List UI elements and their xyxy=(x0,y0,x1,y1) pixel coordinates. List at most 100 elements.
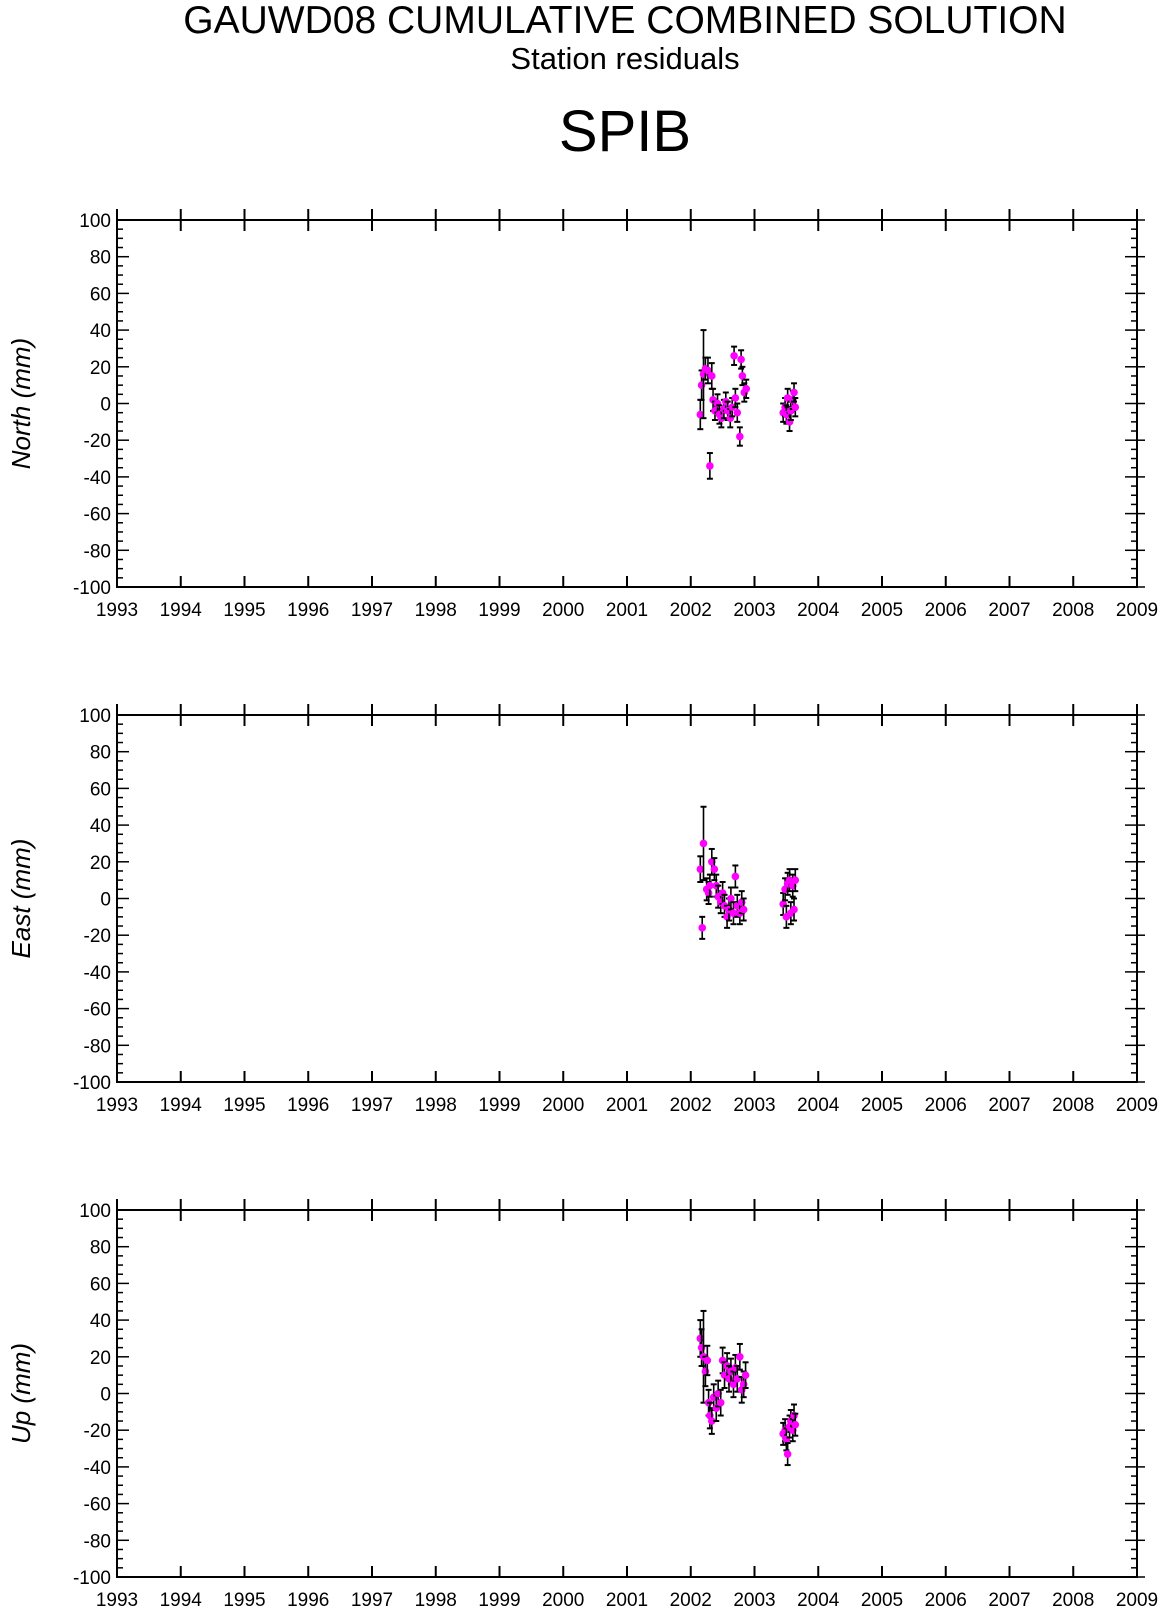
x-tick-label: 1993 xyxy=(96,600,138,621)
x-tick-label: 2001 xyxy=(606,1590,648,1611)
x-tick-label: 2007 xyxy=(988,600,1030,621)
chart-subtitle: Station residuals xyxy=(510,41,740,76)
data-point xyxy=(738,372,747,380)
x-tick-label: 2006 xyxy=(925,1095,967,1116)
x-tick-label: 1996 xyxy=(287,600,329,621)
data-point xyxy=(742,385,751,393)
data-point xyxy=(706,462,714,470)
y-tick-label: -60 xyxy=(84,1495,111,1516)
y-tick-label: -100 xyxy=(73,1568,111,1589)
data-point xyxy=(741,1371,750,1379)
data-point xyxy=(699,839,708,848)
x-tick-label: 1993 xyxy=(96,1590,138,1611)
data-point xyxy=(728,403,736,411)
data-point xyxy=(736,432,744,441)
x-tick-label: 2006 xyxy=(925,600,967,621)
x-tick-label: 1996 xyxy=(287,1590,329,1611)
y-tick-label: 0 xyxy=(100,1385,111,1406)
x-tick-label: 1996 xyxy=(287,1095,329,1116)
x-tick-label: 1995 xyxy=(223,1095,265,1116)
y-tick-label: -40 xyxy=(84,1458,111,1479)
x-tick-label: 2008 xyxy=(1052,600,1094,621)
data-point xyxy=(731,872,740,881)
x-tick-label: 2007 xyxy=(988,1095,1030,1116)
x-tick-label: 2008 xyxy=(1052,1095,1094,1116)
data-point xyxy=(696,865,705,873)
y-tick-label: 80 xyxy=(90,248,111,269)
data-point xyxy=(729,909,738,917)
y-tick-label: -20 xyxy=(84,1421,111,1442)
y-tick-label: 20 xyxy=(90,1348,111,1369)
y-tick-label: -20 xyxy=(84,431,111,452)
x-tick-label: 2006 xyxy=(925,1590,967,1611)
data-point xyxy=(727,894,735,903)
y-tick-label: 100 xyxy=(79,211,111,232)
data-point xyxy=(737,355,745,364)
y-tick-label: -60 xyxy=(84,1000,111,1021)
x-tick-label: 2004 xyxy=(797,1590,840,1611)
x-tick-label: 1999 xyxy=(478,600,520,621)
data-point xyxy=(731,394,740,402)
y-tick-label: -40 xyxy=(84,468,111,489)
data-point xyxy=(733,408,742,417)
y-tick-label: -100 xyxy=(73,578,111,599)
x-tick-label: 1995 xyxy=(223,1590,265,1611)
east-residuals-plot: 1993 1994 1995 1996 1997 1998 1999 2000 2001 2002… xyxy=(6,704,1158,1116)
y-tick-label: 0 xyxy=(100,395,111,416)
x-tick-label: 1998 xyxy=(415,600,457,621)
x-tick-label: 2000 xyxy=(542,1590,584,1611)
y-tick-label: 20 xyxy=(90,358,111,379)
x-tick-label: 2003 xyxy=(733,1590,775,1611)
x-tick-label: 2001 xyxy=(606,1095,648,1116)
y-tick-label: 60 xyxy=(90,1274,111,1295)
up-axis-label: Up (mm) xyxy=(6,1343,36,1444)
x-tick-label: 2005 xyxy=(861,600,903,621)
y-tick-label: 40 xyxy=(90,321,111,342)
y-tick-label: -40 xyxy=(84,963,111,984)
x-tick-label: 2007 xyxy=(988,1590,1030,1611)
x-tick-label: 1997 xyxy=(351,1095,393,1116)
data-point xyxy=(698,924,707,932)
chart-title: GAUWD08 CUMULATIVE COMBINED SOLUTION xyxy=(183,0,1067,42)
data-point xyxy=(736,1353,744,1361)
north-axis-label: North (mm) xyxy=(6,338,36,469)
x-tick-label: 2005 xyxy=(861,1095,903,1116)
x-tick-label: 2009 xyxy=(1116,1095,1158,1116)
y-tick-label: 80 xyxy=(90,743,111,764)
x-tick-label: 2002 xyxy=(670,1095,712,1116)
x-tick-label: 2002 xyxy=(670,1590,712,1611)
data-point xyxy=(791,403,800,411)
y-tick-label: -80 xyxy=(84,1036,111,1057)
data-point xyxy=(791,1420,800,1429)
y-tick-label: 80 xyxy=(90,1238,111,1259)
y-tick-label: 20 xyxy=(90,853,111,874)
data-point xyxy=(790,905,798,914)
up-residuals-plot: 1993 1994 1995 1996 1997 1998 1999 2000 2001 2002… xyxy=(6,1199,1158,1611)
y-tick-label: 40 xyxy=(90,1311,111,1332)
x-tick-label: 2000 xyxy=(542,1095,584,1116)
y-tick-label: 0 xyxy=(100,890,111,911)
data-point xyxy=(707,372,716,380)
station-name: SPIB xyxy=(558,99,692,164)
x-tick-label: 1997 xyxy=(351,600,393,621)
y-tick-label: -100 xyxy=(73,1073,111,1094)
data-point xyxy=(716,1398,725,1407)
x-tick-label: 2004 xyxy=(797,1095,840,1116)
plot-frame xyxy=(116,219,1138,588)
x-tick-label: 2004 xyxy=(797,600,840,621)
data-point xyxy=(706,881,714,890)
x-tick-label: 1999 xyxy=(478,1590,520,1611)
x-tick-label: 1994 xyxy=(160,1590,203,1611)
x-tick-label: 2003 xyxy=(733,1095,775,1116)
x-tick-label: 1994 xyxy=(160,1095,203,1116)
x-tick-label: 1998 xyxy=(415,1095,457,1116)
x-tick-label: 1999 xyxy=(478,1095,520,1116)
x-tick-label: 2001 xyxy=(606,600,648,621)
y-tick-label: 60 xyxy=(90,779,111,800)
data-point xyxy=(729,1380,738,1389)
x-tick-label: 1997 xyxy=(351,1590,393,1611)
data-point xyxy=(704,889,713,897)
north-residuals-plot: 1993 1994 1995 1996 1997 1998 1999 2000 2001 2002… xyxy=(6,209,1158,621)
plot-frame xyxy=(116,714,1138,1083)
data-point xyxy=(704,366,712,375)
